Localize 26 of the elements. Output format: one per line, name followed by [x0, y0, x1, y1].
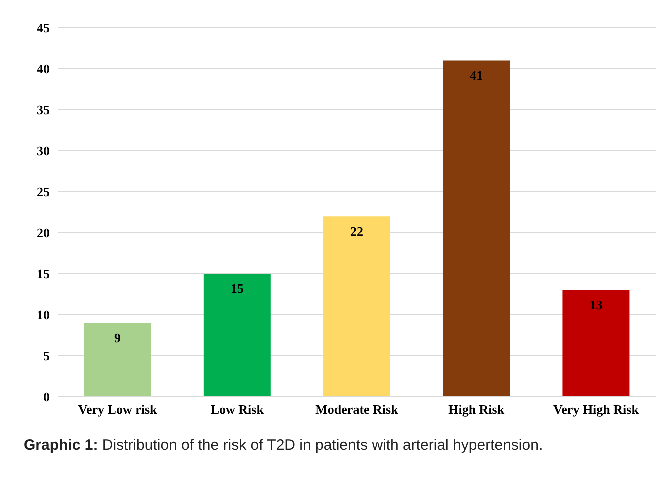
- bar: [84, 323, 152, 397]
- x-tick-label: Low Risk: [210, 402, 265, 418]
- bar: [562, 290, 630, 397]
- x-tick-label: Moderate Risk: [316, 402, 400, 418]
- data-label: 9: [114, 330, 122, 346]
- y-tick-label: 15: [37, 266, 50, 282]
- y-tick-label: 35: [37, 102, 50, 118]
- data-label: 22: [350, 224, 364, 239]
- bar: [324, 216, 391, 397]
- bar: [204, 274, 271, 397]
- x-tick-label: Very Low risk: [78, 402, 158, 418]
- y-tick-label: 45: [37, 20, 50, 36]
- bar: [443, 60, 510, 397]
- text: Graphic 1: Distribution of the risk of T2D in patients with arterial hypertension.: [23, 437, 544, 454]
- y-tick-label: 5: [44, 348, 50, 364]
- data-label: 13: [590, 298, 604, 313]
- x-tick-label: Very High Risk: [553, 402, 640, 418]
- y-tick-label: 20: [37, 226, 50, 241]
- data-label: 15: [230, 281, 244, 296]
- x-tick-label: High Risk: [448, 402, 506, 418]
- y-tick-label: 0: [44, 390, 50, 405]
- y-tick-label: 30: [37, 144, 50, 159]
- y-tick-label: 25: [37, 184, 50, 200]
- y-tick-label: 10: [37, 308, 50, 323]
- y-tick-label: 40: [37, 62, 50, 77]
- data-label: 41: [470, 68, 484, 84]
